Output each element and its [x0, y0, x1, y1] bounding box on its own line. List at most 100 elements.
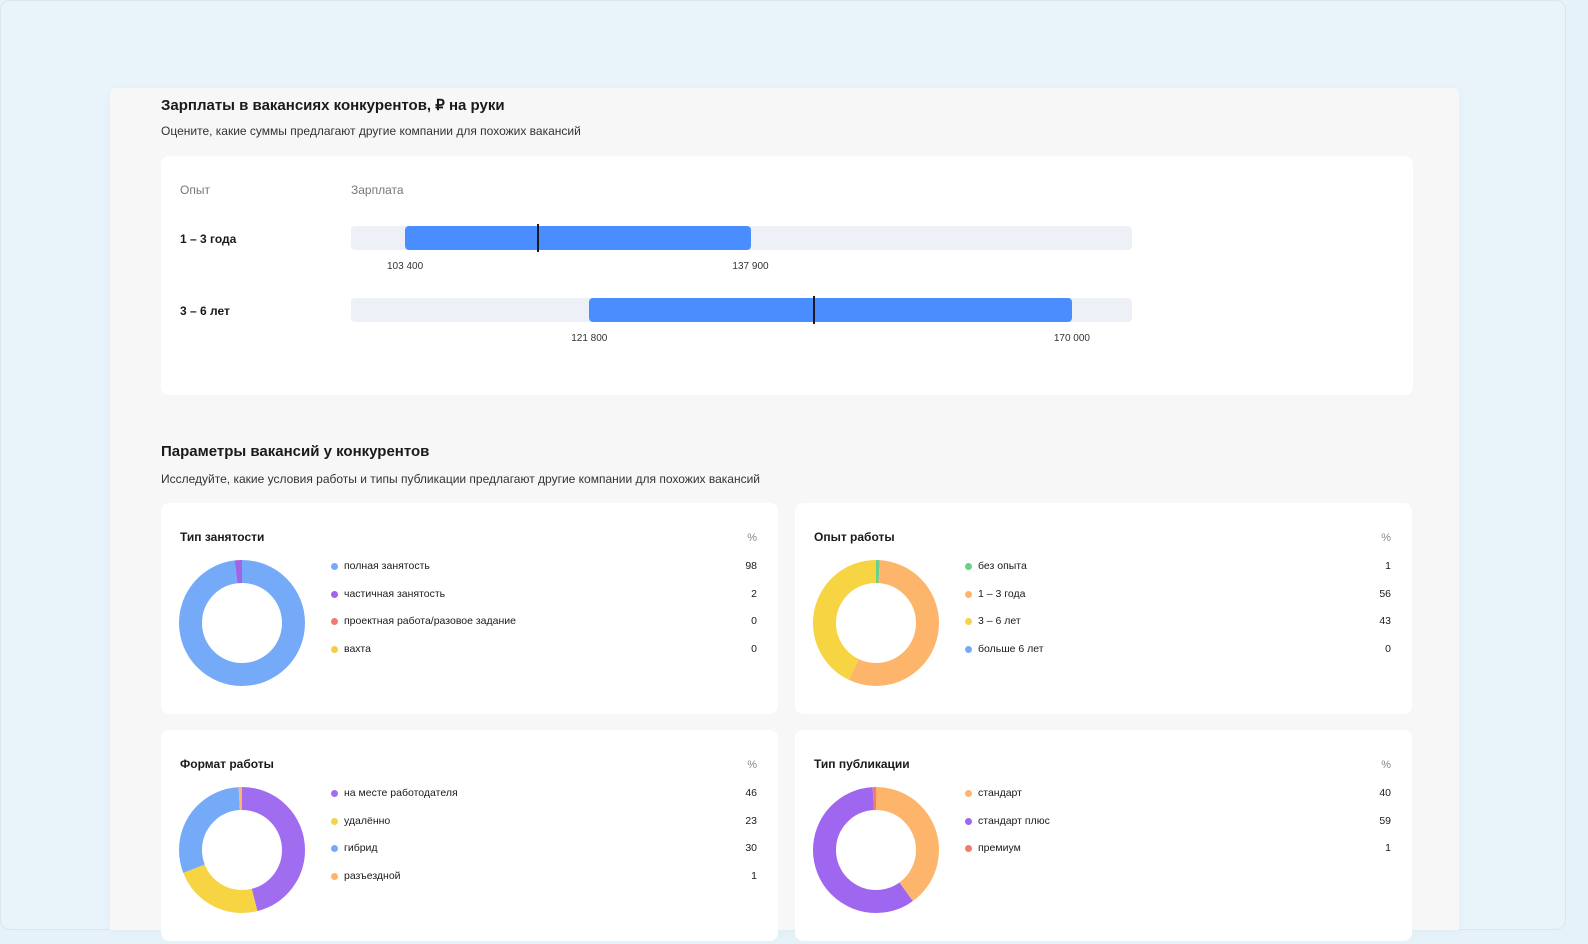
card-title: Опыт работы [814, 530, 895, 544]
donut-segment[interactable] [813, 560, 939, 686]
donut-legend: без опыта 1 1 – 3 года 56 3 – 6 лет 43 боль… [965, 558, 1391, 668]
legend-item[interactable]: 1 – 3 года 56 [965, 586, 1391, 614]
donut-chart [179, 787, 305, 913]
legend-label: на месте работодателя [344, 787, 458, 799]
salary-high-label: 137 900 [732, 261, 769, 272]
legend-value: 56 [1379, 587, 1391, 600]
legend-dot [331, 590, 338, 598]
legend-item[interactable]: премиум 1 [965, 840, 1391, 868]
legend-value: 1 [751, 869, 757, 882]
percent-header: % [747, 532, 757, 544]
params-section-title: Параметры вакансий у конкурентов [161, 443, 430, 460]
legend-dot [965, 563, 972, 570]
legend-label: больше 6 лет [978, 642, 1044, 655]
legend-label: премиум [978, 842, 1021, 854]
legend-item[interactable]: удалённо 23 [331, 813, 757, 841]
percent-header: % [747, 759, 757, 771]
legend-label: разъездной [344, 869, 401, 882]
donut-segment[interactable] [179, 560, 305, 686]
legend-value: 2 [751, 587, 757, 600]
legend-value: 98 [745, 560, 757, 572]
salary-low-label: 121 800 [571, 333, 608, 344]
legend-label: удалённо [344, 814, 391, 827]
salary-range-bar[interactable] [405, 226, 751, 250]
salary-row-label: 1 – 3 года [180, 232, 237, 246]
legend-value: 0 [751, 642, 757, 655]
legend-value: 0 [1385, 642, 1391, 655]
donut-legend: полная занятость 98 частичная занятость 2 … [331, 558, 757, 668]
legend-value: 43 [1379, 615, 1391, 627]
donut-chart [813, 787, 939, 913]
donut-chart [179, 560, 305, 686]
legend-dot [965, 645, 972, 653]
legend-dot [965, 590, 972, 598]
donut-segment[interactable] [179, 787, 305, 913]
salary-median-marker [537, 224, 540, 252]
legend-item[interactable]: частичная занятость 2 [331, 586, 757, 614]
salary-card: Опыт Зарплата 1 – 3 года 103 400 137 900… [161, 156, 1413, 395]
legend-label: стандарт плюс [978, 814, 1050, 827]
legend-dot [965, 817, 972, 825]
work-format-card: Формат работы % на месте работодателя 46 … [161, 730, 778, 941]
legend-label: стандарт [978, 787, 1022, 799]
legend-label: проектная работа/разовое задание [344, 615, 516, 627]
legend-label: вахта [344, 642, 371, 655]
legend-dot [331, 790, 338, 797]
donut-segment[interactable] [813, 787, 939, 913]
legend-value: 1 [1385, 560, 1391, 572]
experience-column-header: Опыт [180, 183, 210, 197]
donut-segment[interactable] [813, 787, 939, 913]
legend-dot [965, 618, 972, 625]
legend-dot [331, 817, 338, 825]
salary-low-label: 103 400 [386, 261, 424, 272]
legend-label: полная занятость [344, 560, 430, 572]
legend-label: 1 – 3 года [978, 587, 1026, 600]
card-title: Формат работы [180, 757, 274, 771]
legend-item[interactable]: больше 6 лет 0 [965, 641, 1391, 669]
card-title: Тип занятости [180, 530, 265, 544]
analytics-page: Зарплаты в вакансиях конкурентов, ₽ на р… [110, 88, 1459, 941]
legend-label: гибрид [344, 842, 378, 854]
legend-dot [331, 845, 338, 852]
legend-label: частичная занятость [344, 587, 446, 600]
legend-dot [331, 618, 338, 625]
legend-label: без опыта [978, 560, 1027, 572]
legend-value: 1 [1385, 842, 1391, 854]
legend-label: 3 – 6 лет [978, 615, 1021, 627]
legend-item[interactable]: стандарт плюс 59 [965, 813, 1391, 841]
donut-chart [813, 560, 939, 686]
legend-value: 23 [745, 814, 757, 827]
donut-segment[interactable] [179, 560, 305, 686]
legend-item[interactable]: полная занятость 98 [331, 558, 757, 586]
legend-value: 30 [745, 842, 757, 854]
work-experience-card: Опыт работы % без опыта 1 1 – 3 года 56 3 … [795, 503, 1412, 714]
legend-item[interactable]: проектная работа/разовое задание 0 [331, 613, 757, 641]
legend-item[interactable]: гибрид 30 [331, 840, 757, 868]
legend-item[interactable]: разъездной 1 [331, 868, 757, 896]
legend-item[interactable]: вахта 0 [331, 641, 757, 669]
legend-dot [965, 845, 972, 852]
publication-type-card: Тип публикации % стандарт 40 стандарт плю… [795, 730, 1412, 941]
salary-high-label: 170 000 [1053, 333, 1090, 344]
salary-section-subtitle: Оцените, какие суммы предлагают другие к… [161, 124, 581, 138]
legend-dot [965, 790, 972, 797]
legend-dot [331, 645, 338, 653]
donut-segment[interactable] [179, 787, 305, 913]
legend-dot [331, 563, 338, 570]
percent-header: % [1381, 759, 1391, 771]
salary-range-bar[interactable] [589, 298, 1072, 322]
params-section-subtitle: Исследуйте, какие условия работы и типы … [161, 472, 760, 486]
donut-segment[interactable] [813, 560, 939, 686]
salary-row-label: 3 – 6 лет [180, 304, 230, 318]
legend-item[interactable]: стандарт 40 [965, 785, 1391, 813]
legend-value: 59 [1379, 814, 1391, 827]
legend-item[interactable]: без опыта 1 [965, 558, 1391, 586]
donut-segment[interactable] [179, 787, 305, 913]
card-title: Тип публикации [814, 757, 910, 771]
legend-dot [331, 872, 338, 880]
salary-column-header: Зарплата [351, 183, 404, 197]
legend-item[interactable]: 3 – 6 лет 43 [965, 613, 1391, 641]
legend-value: 0 [751, 615, 757, 627]
donut-legend: на месте работодателя 46 удалённо 23 гибри… [331, 785, 757, 895]
legend-item[interactable]: на месте работодателя 46 [331, 785, 757, 813]
